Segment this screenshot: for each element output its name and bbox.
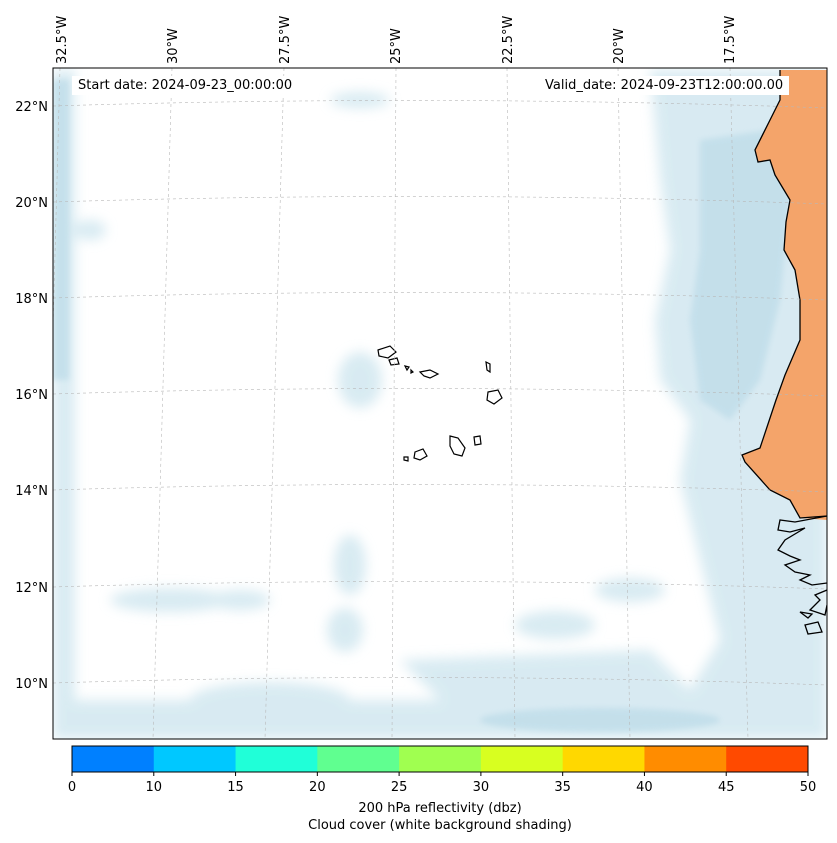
colorbar-tick-label: 25: [390, 780, 408, 795]
meridian-22-5w: [506, 68, 516, 739]
meridian-17-5w: [729, 68, 749, 739]
coastline-gambia-guinea: [777, 515, 827, 635]
colorbar-swatch: [399, 746, 482, 772]
meridian-20w: [617, 68, 631, 739]
colorbar-swatch: [644, 746, 727, 772]
colorbar-tick-label: 45: [717, 780, 735, 795]
lat-label: 12°N: [15, 581, 48, 596]
lat-label: 10°N: [15, 677, 48, 692]
colorbar-swatch: [317, 746, 400, 772]
parallel-10n: [53, 677, 827, 686]
meridian-27-5w: [264, 68, 285, 739]
valid-date-label: Valid_date: 2024-09-23T12:00:00.00: [539, 76, 790, 95]
lon-label: 27.5°W: [278, 16, 293, 64]
latitude-labels: 22°N 20°N 18°N 16°N 14°N 12°N 10°N: [15, 100, 48, 692]
longitude-labels: 32.5°W 30°W 27.5°W 25°W 22.5°W 20°W 17.5…: [55, 16, 738, 64]
lat-label: 14°N: [15, 484, 48, 499]
parallel-22n: [53, 100, 827, 109]
parallel-18n: [53, 292, 827, 301]
coastline-africa: [741, 70, 827, 519]
colorbar-swatch: [562, 746, 645, 772]
colorbar-tick-label: 35: [554, 780, 571, 795]
colorbar-swatch: [153, 746, 237, 772]
lon-label: 22.5°W: [501, 16, 516, 64]
map-frame: [52, 67, 828, 740]
lon-label: 25°W: [389, 28, 404, 64]
meridian-25w: [391, 68, 397, 739]
colorbar-swatch: [480, 746, 564, 772]
colorbar-tick-label: 10: [145, 780, 163, 795]
colorbar-tick-label: 40: [636, 780, 653, 795]
cloud-cover-core: [53, 80, 790, 732]
colorbar-title: 200 hPa reflectivity (dbz): [358, 801, 522, 816]
colorbar-subtitle: Cloud cover (white background shading): [308, 818, 572, 833]
lat-label: 20°N: [15, 196, 48, 211]
lon-label: 17.5°W: [723, 16, 738, 64]
lat-label: 18°N: [15, 292, 48, 307]
graticule: [53, 68, 827, 739]
lon-label: 20°W: [612, 28, 627, 64]
colorbar-tick-label: 20: [309, 780, 326, 795]
colorbar-swatch: [726, 746, 809, 772]
colorbar: [71, 746, 809, 776]
colorbar-frame: [71, 745, 809, 773]
west-africa-land: [742, 70, 827, 520]
meridian-30w: [152, 68, 173, 739]
colorbar-swatch: [72, 746, 155, 772]
colorbar-swatch: [235, 746, 318, 772]
colorbar-tick-label: 0: [67, 780, 77, 795]
lat-label: 22°N: [15, 100, 48, 115]
parallel-20n: [53, 196, 827, 205]
parallel-16n: [53, 388, 827, 397]
cape-verde-islands: [377, 345, 503, 462]
colorbar-tick-label: 15: [227, 780, 244, 795]
lon-label: 30°W: [166, 28, 181, 64]
parallel-14n: [53, 484, 827, 493]
colorbar-tick-label: 50: [799, 780, 817, 795]
parallel-12n: [53, 581, 827, 590]
colorbar-tick-label: 30: [472, 780, 490, 795]
lat-label: 16°N: [15, 388, 48, 403]
lon-label: 32.5°W: [55, 16, 70, 64]
start-date-label: Start date: 2024-09-23_00:00:00: [72, 76, 299, 95]
